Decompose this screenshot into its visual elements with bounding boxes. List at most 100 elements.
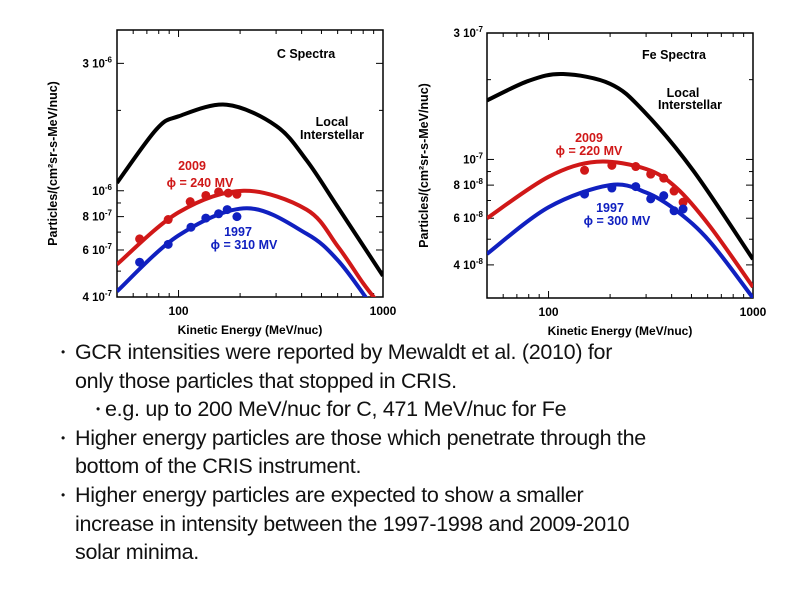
y-axis-title: Particles/(cm²sr-s-MeV/nuc) <box>46 81 60 246</box>
curve-lis <box>487 72 753 261</box>
y-tick-label: 3 10-7 <box>453 25 483 40</box>
annotation-y1997: 1997 <box>224 225 252 239</box>
data-point-y1997 <box>135 257 145 267</box>
y-tick-mantissa: 10 <box>463 154 476 166</box>
data-point-y2009 <box>223 188 233 198</box>
x-tick-label: 1000 <box>370 304 397 318</box>
data-point-y1997 <box>201 213 211 223</box>
annotation-y1997: ϕ = 310 MV <box>211 238 278 252</box>
y-tick-label: 4 10-7 <box>82 289 112 304</box>
curve-lis <box>117 102 383 277</box>
y-tick-label: 3 10-6 <box>82 55 112 70</box>
annotation-lis: Interstellar <box>658 98 722 112</box>
y-tick-mantissa: 4 10 <box>453 260 475 272</box>
bullet-icon: • <box>61 488 66 502</box>
plot-frame <box>116 29 384 298</box>
bullet-text-line: increase in intensity between the 1997-1… <box>75 511 630 536</box>
y-tick-exponent: -6 <box>105 55 113 64</box>
data-point-y1997 <box>222 205 232 215</box>
data-point-y2009 <box>135 234 145 244</box>
bullet-text-line: Higher energy particles are those which … <box>75 425 646 450</box>
annotation-y2009: ϕ = 240 MV <box>167 176 234 190</box>
annotation-lis: Local <box>667 86 700 100</box>
data-point-y2009 <box>659 173 669 183</box>
data-point-y2009 <box>232 189 242 199</box>
y-tick-exponent: -8 <box>476 257 484 266</box>
y-tick-label: 8 10-7 <box>82 209 112 224</box>
annotation-lis: Interstellar <box>300 128 364 142</box>
annotation-y1997: 1997 <box>596 201 624 215</box>
y-tick-mantissa: 8 10 <box>82 212 104 224</box>
data-point-y2009 <box>163 215 173 225</box>
y-tick-mantissa: 4 10 <box>82 292 104 304</box>
y-tick-exponent: -7 <box>105 209 113 218</box>
series-y2009 <box>117 187 377 297</box>
series-y1997 <box>487 182 753 298</box>
y-tick-exponent: -7 <box>105 242 113 251</box>
y-tick-exponent: -8 <box>476 177 484 186</box>
chart-title: Fe Spectra <box>642 48 707 62</box>
bullet-text-line: Higher energy particles are expected to … <box>75 483 584 507</box>
y-tick-label: 10-6 <box>92 183 112 198</box>
data-point-y1997 <box>163 239 173 249</box>
data-point-y2009 <box>646 169 656 179</box>
data-point-y1997 <box>646 194 656 204</box>
x-tick-label: 100 <box>539 305 559 319</box>
y-tick-label: 6 10-7 <box>82 242 112 257</box>
data-point-y2009 <box>214 187 224 197</box>
y-axis-title: Particles/(cm²sr-s-MeV/nuc) <box>417 83 431 248</box>
y-tick-exponent: -8 <box>476 210 484 219</box>
bullet-text-line: bottom of the CRIS instrument. <box>75 454 362 479</box>
bullet-text-line: only those particles that stopped in CRI… <box>75 368 457 393</box>
annotation-y2009: ϕ = 220 MV <box>556 144 623 158</box>
plot-frame <box>486 32 754 299</box>
y-tick-exponent: -6 <box>105 183 113 192</box>
series-lis <box>117 102 383 277</box>
data-point-y1997 <box>214 209 224 219</box>
bullet-icon: • <box>61 430 66 445</box>
series-lis <box>487 72 753 261</box>
chart-title: C Spectra <box>277 47 336 61</box>
y-tick-mantissa: 3 10 <box>453 28 475 40</box>
y-tick-exponent: -7 <box>476 151 484 160</box>
curve-y1997 <box>487 182 753 298</box>
bullet-icon: • <box>61 345 66 359</box>
data-point-y1997 <box>232 212 242 222</box>
annotation-y2009: 2009 <box>178 159 206 173</box>
y-tick-label: 6 10-8 <box>453 210 483 225</box>
data-point-y2009 <box>678 197 688 207</box>
curve-y2009 <box>117 188 377 297</box>
y-tick-exponent: -7 <box>105 289 113 298</box>
series-y2009 <box>487 159 753 289</box>
y-tick-exponent: -7 <box>476 25 484 34</box>
bullet-text-line: e.g. up to 200 MeV/nuc for C, 471 MeV/nu… <box>105 397 567 422</box>
y-tick-mantissa: 6 10 <box>453 213 475 225</box>
annotation-y2009: 2009 <box>575 131 603 145</box>
y-tick-mantissa: 8 10 <box>453 180 475 192</box>
data-point-y1997 <box>631 182 641 192</box>
curve-y2009 <box>487 159 753 289</box>
x-axis-title: Kinetic Energy (MeV/nuc) <box>548 324 693 338</box>
x-tick-label: 1000 <box>740 305 767 319</box>
data-point-y2009 <box>607 160 617 170</box>
y-tick-label: 10-7 <box>463 151 483 166</box>
data-point-y1997 <box>580 189 590 199</box>
curve-y1997 <box>117 206 369 297</box>
y-tick-label: 8 10-8 <box>453 177 483 192</box>
data-point-y2009 <box>580 165 590 175</box>
y-tick-label: 4 10-8 <box>453 257 483 272</box>
data-point-y1997 <box>186 222 196 232</box>
data-point-y2009 <box>631 162 641 172</box>
bullet-text-line: GCR intensities were reported by Mewaldt… <box>75 340 613 364</box>
data-point-y2009 <box>201 190 211 200</box>
y-tick-mantissa: 6 10 <box>82 245 104 257</box>
bullet-text-line: solar minima. <box>75 540 199 565</box>
data-point-y1997 <box>678 204 688 214</box>
y-tick-mantissa: 3 10 <box>82 58 104 70</box>
y-tick-mantissa: 10 <box>92 186 105 198</box>
x-axis-title: Kinetic Energy (MeV/nuc) <box>178 323 323 337</box>
series-y1997 <box>117 205 369 297</box>
